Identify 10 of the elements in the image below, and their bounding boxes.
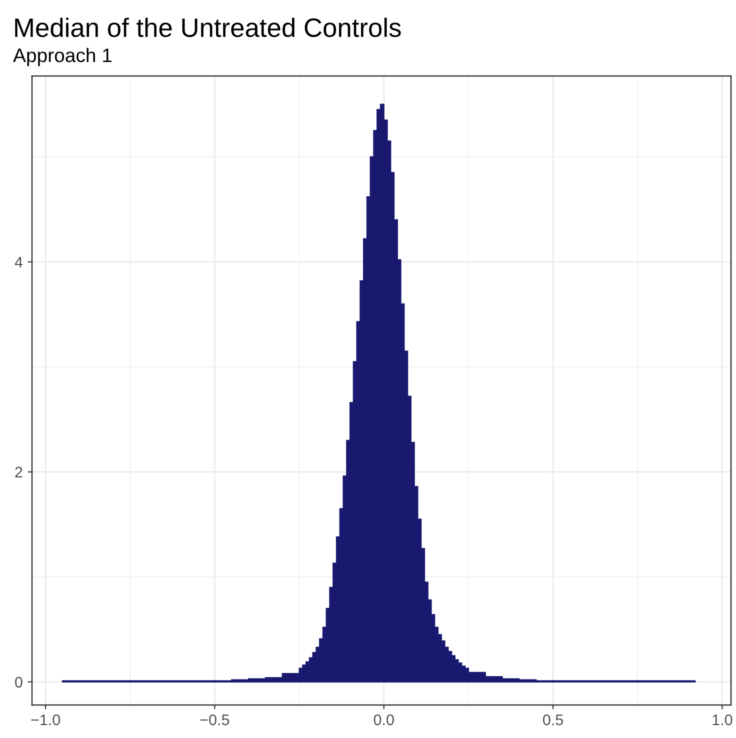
x-tick-label: 0.5 (543, 714, 564, 726)
y-tick-label: 0 (15, 676, 22, 688)
y-tick-label: 2 (15, 466, 22, 478)
chart-title: Median of the Untreated Controls (15, 18, 401, 38)
y-tick-label: 4 (14, 256, 23, 268)
x-tick-label: −1.0 (31, 714, 60, 726)
x-tick-label: 0.0 (374, 714, 394, 726)
chart-subtitle: Approach 1 (13, 48, 112, 66)
x-tick-label: −0.5 (200, 714, 230, 726)
x-tick-label: 1.0 (712, 714, 732, 726)
